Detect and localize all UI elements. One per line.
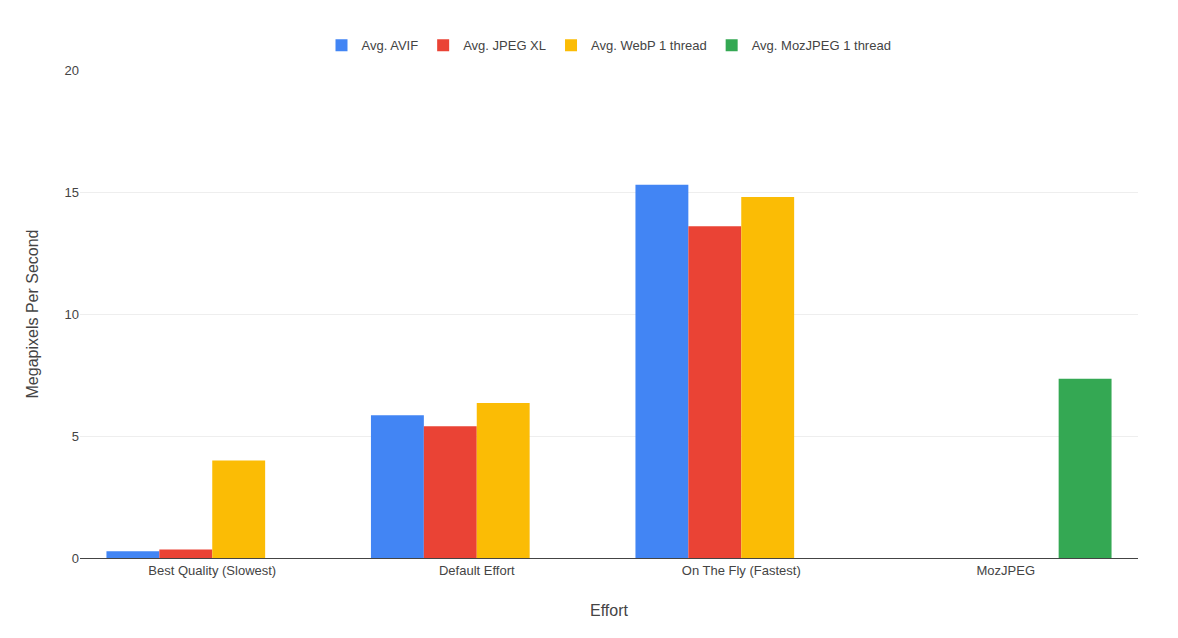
svg-text:Avg. WebP 1 thread: Avg. WebP 1 thread [591,38,707,53]
svg-text:Default Effort: Default Effort [439,563,515,578]
svg-text:Avg. JPEG XL: Avg. JPEG XL [463,38,546,53]
svg-text:15: 15 [65,185,79,200]
svg-text:On The Fly (Fastest): On The Fly (Fastest) [682,563,801,578]
svg-text:0: 0 [72,551,79,566]
svg-text:Effort: Effort [590,602,629,619]
svg-text:Avg. MozJPEG 1 thread: Avg. MozJPEG 1 thread [752,38,891,53]
svg-text:Megapixels Per Second: Megapixels Per Second [24,230,41,399]
svg-text:Best Quality (Slowest): Best Quality (Slowest) [148,563,276,578]
svg-text:10: 10 [65,307,79,322]
svg-text:MozJPEG: MozJPEG [976,563,1035,578]
svg-text:5: 5 [72,429,79,444]
svg-text:20: 20 [65,63,79,78]
svg-text:Avg. AVIF: Avg. AVIF [362,38,419,53]
